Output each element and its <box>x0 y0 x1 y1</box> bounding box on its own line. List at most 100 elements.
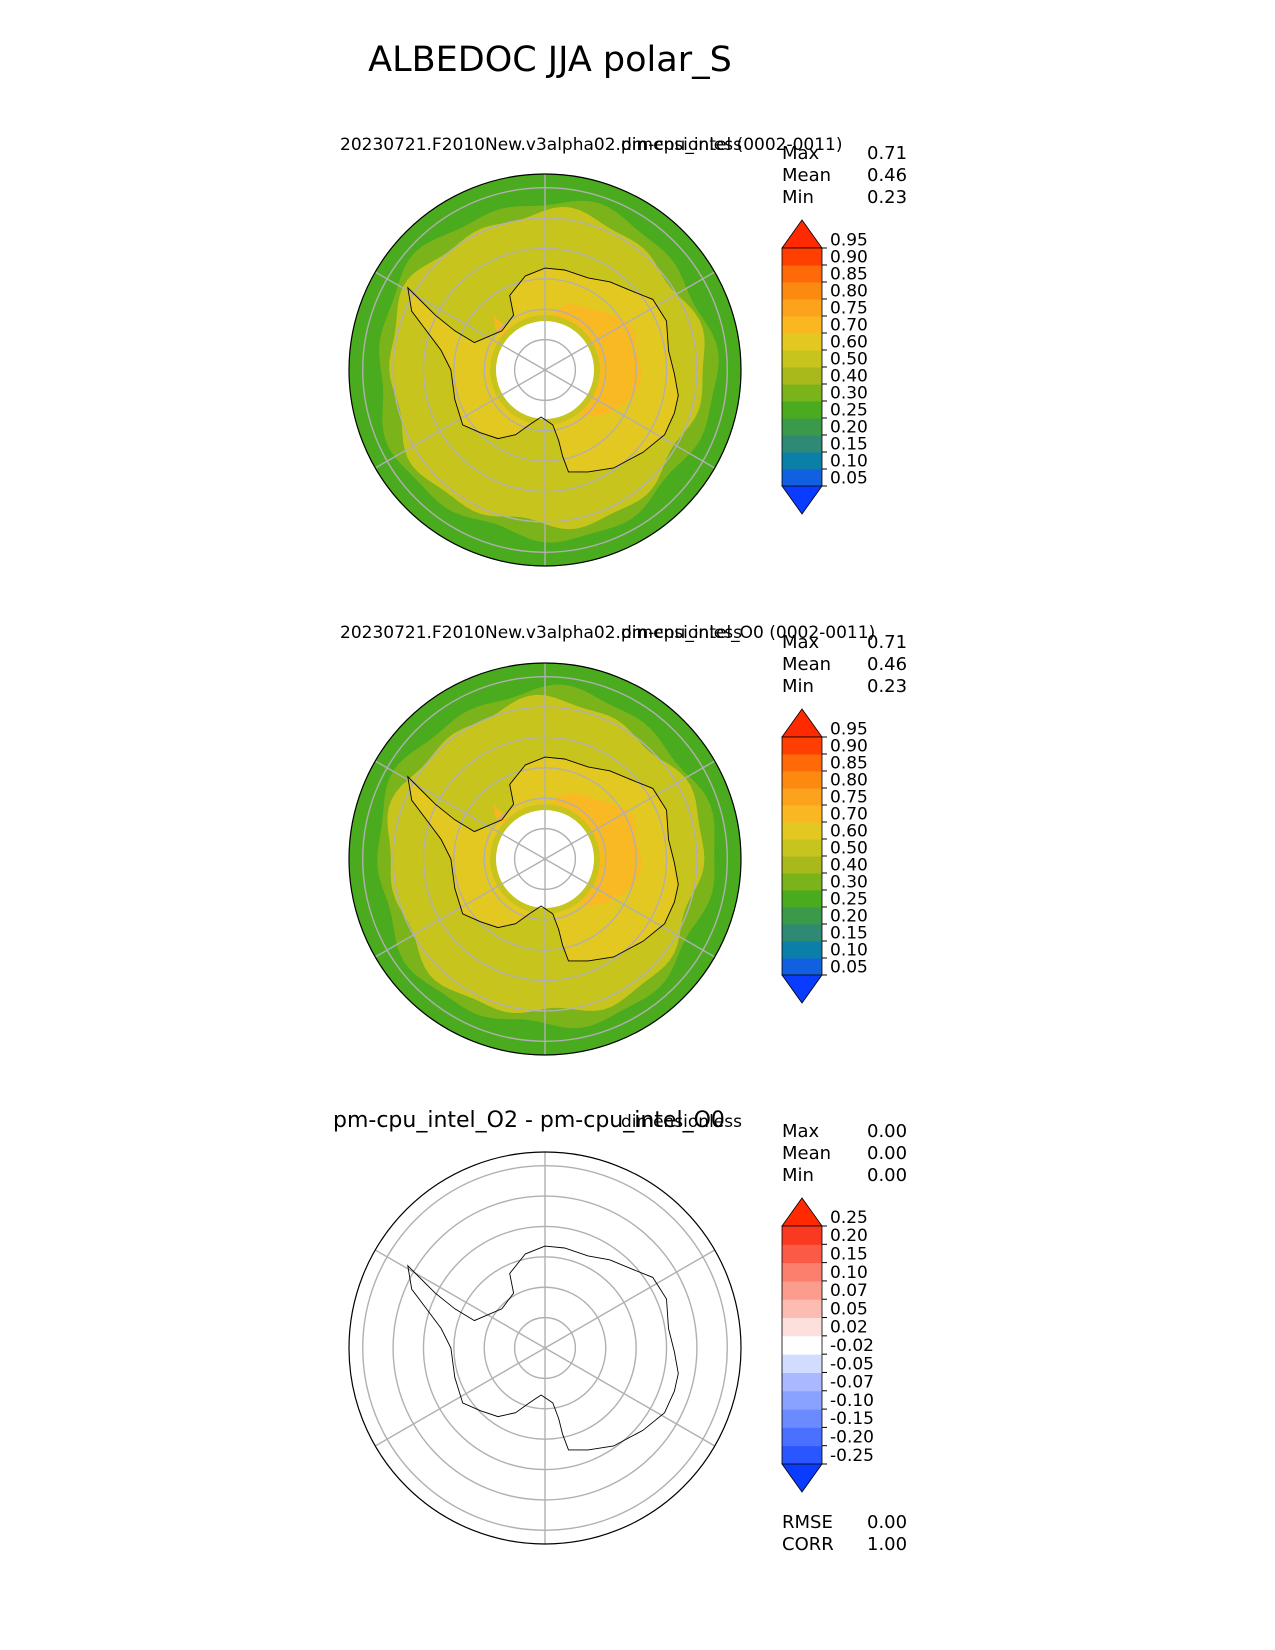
coastline <box>407 267 679 473</box>
panel-1-units: dimensionless <box>621 135 742 155</box>
colorbar-swatch <box>782 282 822 300</box>
colorbar-tick-label: 0.70 <box>830 805 868 825</box>
meridian-gridline <box>544 858 716 958</box>
panel-1-polar-map <box>348 173 742 567</box>
colorbar-tick-label: -0.10 <box>830 1391 874 1411</box>
colorbar-extend-bottom <box>781 485 823 515</box>
colorbar-tick-label: 0.05 <box>830 958 868 978</box>
colorbar-swatch <box>782 367 822 385</box>
meridian-gridline <box>374 1249 546 1349</box>
colorbar-tick-label: -0.02 <box>830 1336 874 1356</box>
colorbar-tick-label: 0.85 <box>830 265 868 285</box>
colorbar-tick-label: 0.02 <box>830 1318 868 1338</box>
colorbar-swatch <box>782 248 822 266</box>
meridian-gridline <box>544 760 716 860</box>
colorbar-swatch <box>782 907 822 925</box>
panel-3-stat-value-min: 0.00 <box>867 1165 908 1186</box>
colorbar-tick-label: 0.95 <box>830 231 868 251</box>
colorbar-swatch <box>782 839 822 857</box>
panel-1-stat-label-mean: Mean <box>782 165 832 186</box>
colorbar-swatch <box>782 856 822 874</box>
panel-2-stat-value-max: 0.71 <box>867 632 908 653</box>
colorbar-swatch <box>782 1372 822 1392</box>
panel-3-stat-label-min: Min <box>782 1165 814 1186</box>
meridian-gridline <box>374 369 546 469</box>
colorbar-tick-label: 0.50 <box>830 350 868 370</box>
map-boundary <box>348 1151 742 1545</box>
figure-title: ALBEDOC JJA polar_S <box>368 40 732 80</box>
colorbar-tick-label: 0.25 <box>830 401 868 421</box>
colorbar-tick-label: 0.10 <box>830 452 868 472</box>
colorbar-tick-label: 0.15 <box>830 1244 868 1264</box>
colorbar-tick-label: 0.07 <box>830 1281 868 1301</box>
colorbar-tick-label: 0.25 <box>830 1208 868 1228</box>
meridian-gridline <box>544 369 716 469</box>
colorbar-tick-label: 0.60 <box>830 333 868 353</box>
meridian-gridline <box>544 1249 716 1349</box>
colorbar-tick-label: 0.70 <box>830 316 868 336</box>
colorbar-swatch <box>782 890 822 908</box>
coastline <box>407 756 679 962</box>
panel-2-stat-value-min: 0.23 <box>867 676 908 697</box>
panel-2-units: dimensionless <box>621 623 742 643</box>
colorbar-swatch <box>782 1445 822 1465</box>
panel-1-stat-value-mean: 0.46 <box>867 165 908 186</box>
meridian-gridline <box>544 271 716 371</box>
colorbar-tick-label: 0.90 <box>830 248 868 268</box>
colorbar-tick-label: 0.15 <box>830 435 868 455</box>
colorbar-swatch <box>782 265 822 283</box>
colorbar-tick-label: 0.40 <box>830 856 868 876</box>
colorbar-swatch <box>782 1299 822 1318</box>
map-boundary <box>348 662 742 1056</box>
colorbar-tick-label: 0.20 <box>830 907 868 927</box>
colorbar-swatch <box>782 469 822 487</box>
colorbar-tick-label: 0.80 <box>830 771 868 791</box>
panel-3-units: dimensionless <box>621 1112 742 1132</box>
colorbar-tick-label: 0.30 <box>830 384 868 404</box>
panel-1-stat-value-max: 0.71 <box>867 143 908 164</box>
colorbar-swatch <box>782 822 822 840</box>
colorbar-tick-label: -0.20 <box>830 1428 874 1448</box>
colorbar-tick-label: 0.20 <box>830 1226 868 1246</box>
colorbar-tick-label: 0.95 <box>830 720 868 740</box>
colorbar-extend-bottom <box>781 1463 823 1493</box>
colorbar-swatch <box>782 1317 822 1337</box>
colorbar-swatch <box>782 771 822 789</box>
colorbar-swatch <box>782 1427 822 1447</box>
colorbar-swatch <box>782 418 822 436</box>
colorbar-tick-label: 0.30 <box>830 873 868 893</box>
meridian-gridline <box>374 858 546 958</box>
colorbar-tick-label: 0.10 <box>830 941 868 961</box>
panel-1-stat-label-max: Max <box>782 143 820 164</box>
colorbar-swatch <box>782 788 822 806</box>
panel-2-polar-map <box>348 662 742 1056</box>
panel-3-polar-map <box>348 1151 742 1545</box>
colorbar-swatch <box>782 1409 822 1428</box>
panel-3-title: pm-cpu_intel_O2 - pm-cpu_intel_O0 <box>333 1108 725 1133</box>
colorbar-swatch <box>782 401 822 419</box>
colorbar-tick-label: 0.75 <box>830 299 868 319</box>
panel-3-metric-label-corr: CORR <box>782 1534 834 1555</box>
colorbar-tick-label: 0.25 <box>830 890 868 910</box>
colorbar-swatch <box>782 435 822 453</box>
map-boundary <box>348 173 742 567</box>
colorbar-tick-label: 0.75 <box>830 788 868 808</box>
colorbar-swatch <box>782 805 822 823</box>
colorbar-tick-label: -0.25 <box>830 1446 874 1466</box>
colorbar-swatch <box>782 1226 822 1245</box>
meridian-gridline <box>374 760 546 860</box>
colorbar-swatch <box>782 1335 822 1355</box>
colorbar-tick-label: -0.05 <box>830 1354 874 1374</box>
colorbar-tick-label: -0.07 <box>830 1373 874 1393</box>
colorbar-outline <box>781 1225 823 1465</box>
panel-2-stat-label-min: Min <box>782 676 814 697</box>
colorbar-swatch <box>782 1354 822 1373</box>
colorbar-swatch <box>782 452 822 470</box>
colorbar-tick-label: 0.85 <box>830 754 868 774</box>
colorbar-tick-label: 0.50 <box>830 839 868 859</box>
panel-3-stat-value-mean: 0.00 <box>867 1143 908 1164</box>
colorbar-swatch <box>782 350 822 368</box>
panel-2-stat-value-mean: 0.46 <box>867 654 908 675</box>
panel-3-metric-value-rmse: 0.00 <box>867 1512 908 1533</box>
colorbar-tick-label: 0.60 <box>830 822 868 842</box>
